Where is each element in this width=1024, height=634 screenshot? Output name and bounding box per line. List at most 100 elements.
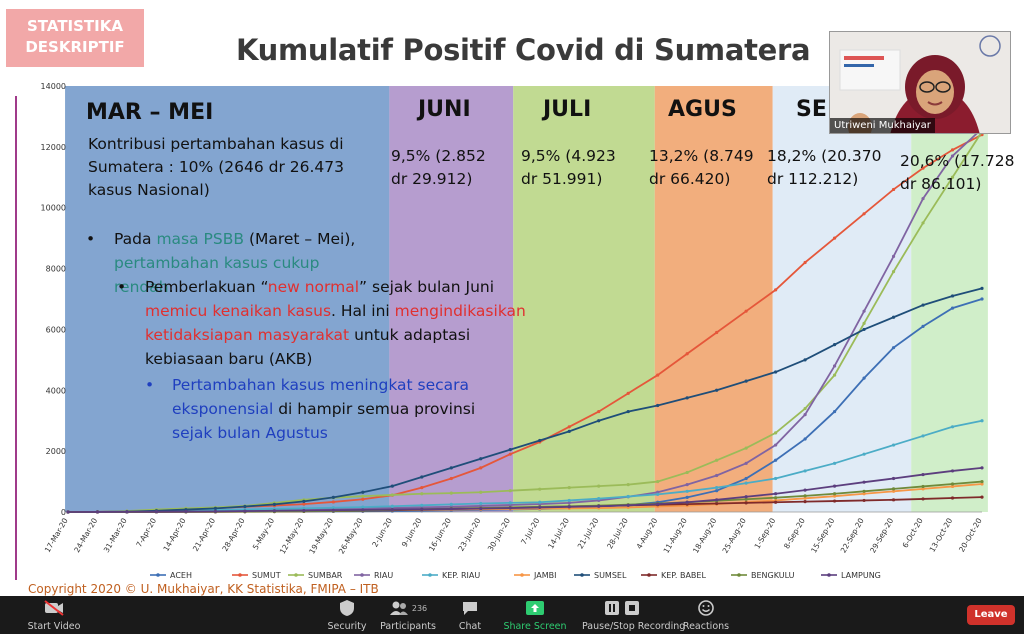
- meeting-toolbar: Start Video Security 236 Participants Ch…: [0, 596, 1024, 634]
- data-point: [420, 486, 424, 490]
- data-point: [980, 482, 984, 486]
- data-point: [508, 506, 512, 510]
- data-point: [980, 286, 984, 290]
- pause-recording-button[interactable]: Pause/Stop Recording: [582, 598, 685, 632]
- data-point: [744, 476, 748, 481]
- data-point: [774, 476, 778, 481]
- data-point: [626, 483, 630, 487]
- data-point: [538, 487, 542, 491]
- security-button[interactable]: Security: [307, 598, 387, 632]
- start-video-button[interactable]: Start Video: [14, 598, 94, 632]
- data-point: [862, 376, 866, 380]
- data-point: [597, 504, 601, 508]
- data-point: [538, 505, 542, 510]
- speaker-name: Utriweni Mukhaiyar: [830, 118, 935, 133]
- data-point: [685, 470, 689, 475]
- participants-button[interactable]: 236 Participants: [368, 598, 448, 632]
- data-point: [774, 458, 778, 462]
- legend-label: BENGKULU: [751, 571, 795, 580]
- copyright-text: Copyright 2020 © U. Mukhaiyar, KK Statis…: [28, 582, 379, 596]
- data-point: [449, 466, 453, 470]
- data-point: [597, 484, 601, 488]
- data-point: [921, 434, 925, 438]
- x-tick-label: 19-May-20: [307, 516, 335, 555]
- x-tick-label: 13-Oct-20: [928, 516, 955, 553]
- data-point: [803, 437, 807, 441]
- data-point: [774, 492, 778, 496]
- data-point: [479, 457, 483, 461]
- legend-label: RIAU: [374, 571, 393, 580]
- x-tick-label: 22-Sep-20: [839, 516, 866, 554]
- data-point: [479, 507, 483, 511]
- x-tick-label: 7-Apr-20: [134, 516, 158, 548]
- data-point: [744, 379, 748, 383]
- x-tick-label: 14-Apr-20: [161, 516, 187, 553]
- band-label-sep: SE: [796, 97, 827, 122]
- data-point: [891, 270, 896, 274]
- legend-marker: [360, 573, 364, 577]
- data-point: [567, 501, 571, 505]
- legend-label: SUMBAR: [308, 571, 343, 580]
- band-text-sep: 18,2% (20.370 dr 112.212): [767, 147, 882, 188]
- data-point: [950, 175, 955, 179]
- data-point: [862, 498, 866, 503]
- legend-label: SUMUT: [252, 571, 281, 580]
- data-point: [744, 309, 748, 313]
- leave-button[interactable]: Leave: [967, 605, 1015, 625]
- data-point: [272, 509, 276, 513]
- legend-marker: [827, 573, 831, 577]
- data-point: [832, 236, 837, 240]
- data-point: [921, 166, 925, 170]
- legend-label: SUMSEL: [594, 571, 627, 580]
- series-line: [67, 466, 983, 513]
- data-point: [774, 370, 778, 374]
- legend-label: LAMPUNG: [841, 571, 881, 580]
- x-tick-label: 14-Jul-20: [546, 516, 571, 550]
- x-tick-label: 16-Jun-20: [427, 516, 453, 552]
- legend-marker: [294, 573, 298, 577]
- chat-button[interactable]: Chat: [430, 598, 510, 632]
- data-point: [832, 484, 837, 488]
- speaker-video-thumbnail[interactable]: Utriweni Mukhaiyar: [829, 31, 1011, 134]
- data-point: [950, 469, 955, 473]
- data-point: [685, 500, 689, 504]
- data-point: [950, 425, 955, 429]
- data-point: [420, 503, 424, 507]
- period-band: [65, 86, 390, 512]
- data-point: [744, 461, 748, 465]
- share-screen-button[interactable]: Share Screen: [495, 598, 575, 632]
- data-point: [567, 429, 571, 433]
- x-tick-label: 2-Jun-20: [370, 516, 394, 548]
- x-tick-label: 20-Oct-20: [957, 516, 984, 553]
- data-point: [449, 507, 453, 511]
- data-point: [302, 499, 306, 503]
- data-point: [95, 510, 100, 514]
- y-tick-label: 10000: [41, 204, 66, 213]
- reactions-button[interactable]: Reactions: [666, 598, 746, 632]
- shield-icon: [340, 600, 354, 616]
- data-point: [567, 505, 571, 509]
- data-point: [862, 452, 866, 456]
- x-tick-label: 1-Sep-20: [753, 516, 778, 550]
- data-point: [390, 493, 394, 497]
- data-point: [950, 306, 955, 310]
- y-tick-label: 2000: [46, 447, 66, 456]
- data-point: [538, 500, 542, 504]
- x-tick-label: 7-Jul-20: [519, 516, 542, 546]
- data-point: [361, 508, 365, 512]
- data-point: [361, 497, 365, 501]
- data-point: [213, 506, 218, 510]
- data-point: [508, 501, 512, 505]
- data-point: [774, 500, 778, 504]
- period-band: [911, 86, 988, 512]
- period-band: [389, 86, 514, 512]
- data-point: [331, 506, 335, 510]
- data-point: [921, 487, 925, 491]
- data-point: [508, 448, 512, 452]
- legend-label: KEP. BABEL: [661, 571, 706, 580]
- series-line: [67, 419, 983, 513]
- data-point: [508, 452, 512, 456]
- data-point: [449, 491, 453, 495]
- presentation-slide: 0 2000 4000 6000 8000 10000 12000 14000 17-Mar-2…: [6, 9, 1015, 596]
- band-text-mar-mei: Kontribusi pertambahan kasus di Sumatera…: [88, 135, 344, 199]
